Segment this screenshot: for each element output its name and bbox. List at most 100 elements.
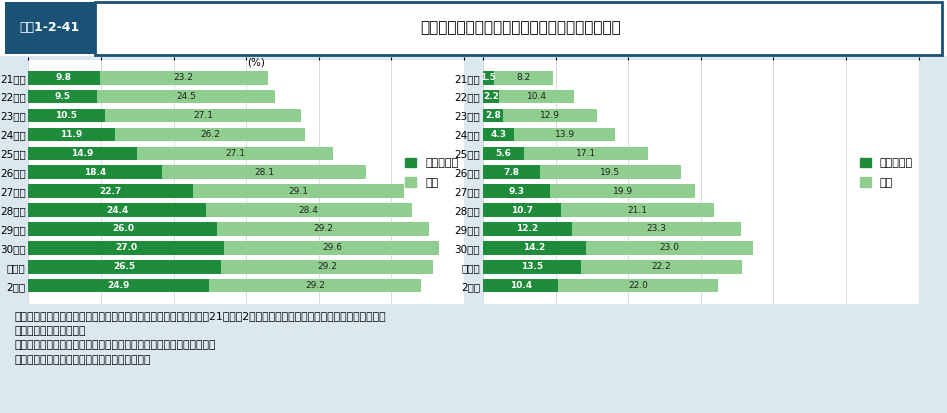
Bar: [483, 222, 572, 236]
Text: 26.2: 26.2: [200, 130, 220, 139]
Text: 12.2: 12.2: [516, 225, 538, 233]
Bar: [483, 260, 581, 273]
Text: 24.4: 24.4: [106, 206, 128, 215]
Bar: [28, 241, 224, 255]
Bar: [162, 166, 366, 179]
Text: 10.4: 10.4: [527, 92, 546, 101]
Legend: 大いに不足, 不足: 大いに不足, 不足: [860, 158, 913, 188]
Text: 5.6: 5.6: [495, 149, 511, 158]
Bar: [28, 184, 193, 198]
Text: 14.2: 14.2: [524, 243, 545, 252]
Text: 介護サービス事業所における介護職員の充足状況: 介護サービス事業所における介護職員の充足状況: [420, 20, 621, 36]
Text: 23.0: 23.0: [659, 243, 680, 252]
Bar: [483, 109, 503, 122]
Bar: [572, 222, 741, 236]
Text: 23.2: 23.2: [174, 73, 194, 82]
Bar: [503, 109, 597, 122]
Legend: 大いに不足, 不足: 大いに不足, 不足: [405, 158, 458, 188]
Text: 17.1: 17.1: [576, 149, 596, 158]
Bar: [28, 203, 205, 217]
Bar: [28, 128, 115, 141]
Text: 22.0: 22.0: [629, 281, 649, 290]
Text: 24.9: 24.9: [108, 281, 130, 290]
Text: 10.7: 10.7: [510, 206, 533, 215]
Bar: [540, 166, 681, 179]
Bar: [115, 128, 305, 141]
Text: 22.7: 22.7: [99, 187, 122, 196]
Bar: [483, 184, 550, 198]
Text: 27.1: 27.1: [225, 149, 245, 158]
Bar: [483, 128, 514, 141]
Bar: [136, 147, 333, 160]
Bar: [494, 71, 553, 85]
Bar: [581, 260, 742, 273]
Text: 2.8: 2.8: [485, 111, 501, 120]
Text: 2.2: 2.2: [483, 92, 499, 101]
Bar: [483, 71, 494, 85]
Bar: [98, 90, 276, 104]
Text: 29.2: 29.2: [305, 281, 325, 290]
Title: 介護職員（施設等）: 介護職員（施設等）: [667, 31, 735, 43]
Text: 19.9: 19.9: [613, 187, 633, 196]
Bar: [483, 241, 586, 255]
Text: 9.3: 9.3: [509, 187, 525, 196]
Bar: [586, 241, 753, 255]
Text: 8.2: 8.2: [516, 73, 530, 82]
Text: 4.3: 4.3: [491, 130, 507, 139]
Text: 12.9: 12.9: [540, 111, 560, 120]
Text: 13.5: 13.5: [521, 262, 543, 271]
Bar: [209, 279, 421, 292]
Bar: [561, 203, 714, 217]
Text: 29.2: 29.2: [317, 262, 337, 271]
Bar: [28, 166, 162, 179]
Bar: [28, 71, 99, 85]
Text: 26.5: 26.5: [114, 262, 135, 271]
Text: 27.1: 27.1: [193, 111, 213, 120]
Bar: [28, 90, 98, 104]
Bar: [514, 128, 616, 141]
Text: 9.5: 9.5: [55, 92, 71, 101]
Bar: [221, 260, 433, 273]
Text: 29.1: 29.1: [289, 187, 309, 196]
Bar: [524, 147, 648, 160]
Bar: [483, 279, 559, 292]
Text: 18.4: 18.4: [84, 168, 106, 177]
Text: 24.5: 24.5: [176, 92, 196, 101]
Text: 21.1: 21.1: [627, 206, 647, 215]
Text: 9.8: 9.8: [56, 73, 72, 82]
Bar: [483, 90, 499, 104]
Bar: [105, 109, 301, 122]
Text: (%): (%): [247, 58, 265, 68]
Text: 26.0: 26.0: [112, 225, 134, 233]
Text: 13.9: 13.9: [555, 130, 575, 139]
Bar: [224, 241, 439, 255]
Text: 28.4: 28.4: [298, 206, 318, 215]
Text: 10.5: 10.5: [56, 111, 78, 120]
Text: 11.9: 11.9: [61, 130, 82, 139]
Bar: [205, 203, 412, 217]
Bar: [499, 90, 575, 104]
Bar: [550, 184, 695, 198]
Bar: [193, 184, 404, 198]
Bar: [28, 147, 136, 160]
Text: 資料：（公財）介護労働安定センター「介護労働実態調査」（平成21～令和2年度）により厚生労働省社会・援護局福祉基盤
　　　課において作成。
（注）　介護職員（施: 資料：（公財）介護労働安定センター「介護労働実態調査」（平成21～令和2年度）に…: [14, 311, 385, 365]
Bar: [559, 279, 718, 292]
Text: 28.1: 28.1: [254, 168, 274, 177]
Text: 1.5: 1.5: [480, 73, 496, 82]
Text: 22.2: 22.2: [652, 262, 671, 271]
Text: 29.2: 29.2: [313, 225, 333, 233]
Text: 図表1-2-41: 図表1-2-41: [19, 21, 80, 34]
Text: 19.5: 19.5: [600, 168, 620, 177]
Bar: [483, 203, 561, 217]
Text: 23.3: 23.3: [646, 225, 666, 233]
Text: 10.4: 10.4: [509, 281, 532, 290]
Bar: [483, 147, 524, 160]
Text: 27.0: 27.0: [116, 243, 137, 252]
Bar: [99, 71, 268, 85]
Bar: [217, 222, 429, 236]
Text: 29.6: 29.6: [322, 243, 342, 252]
Bar: [28, 222, 217, 236]
Text: 7.8: 7.8: [503, 168, 519, 177]
Bar: [483, 166, 540, 179]
Bar: [28, 279, 209, 292]
